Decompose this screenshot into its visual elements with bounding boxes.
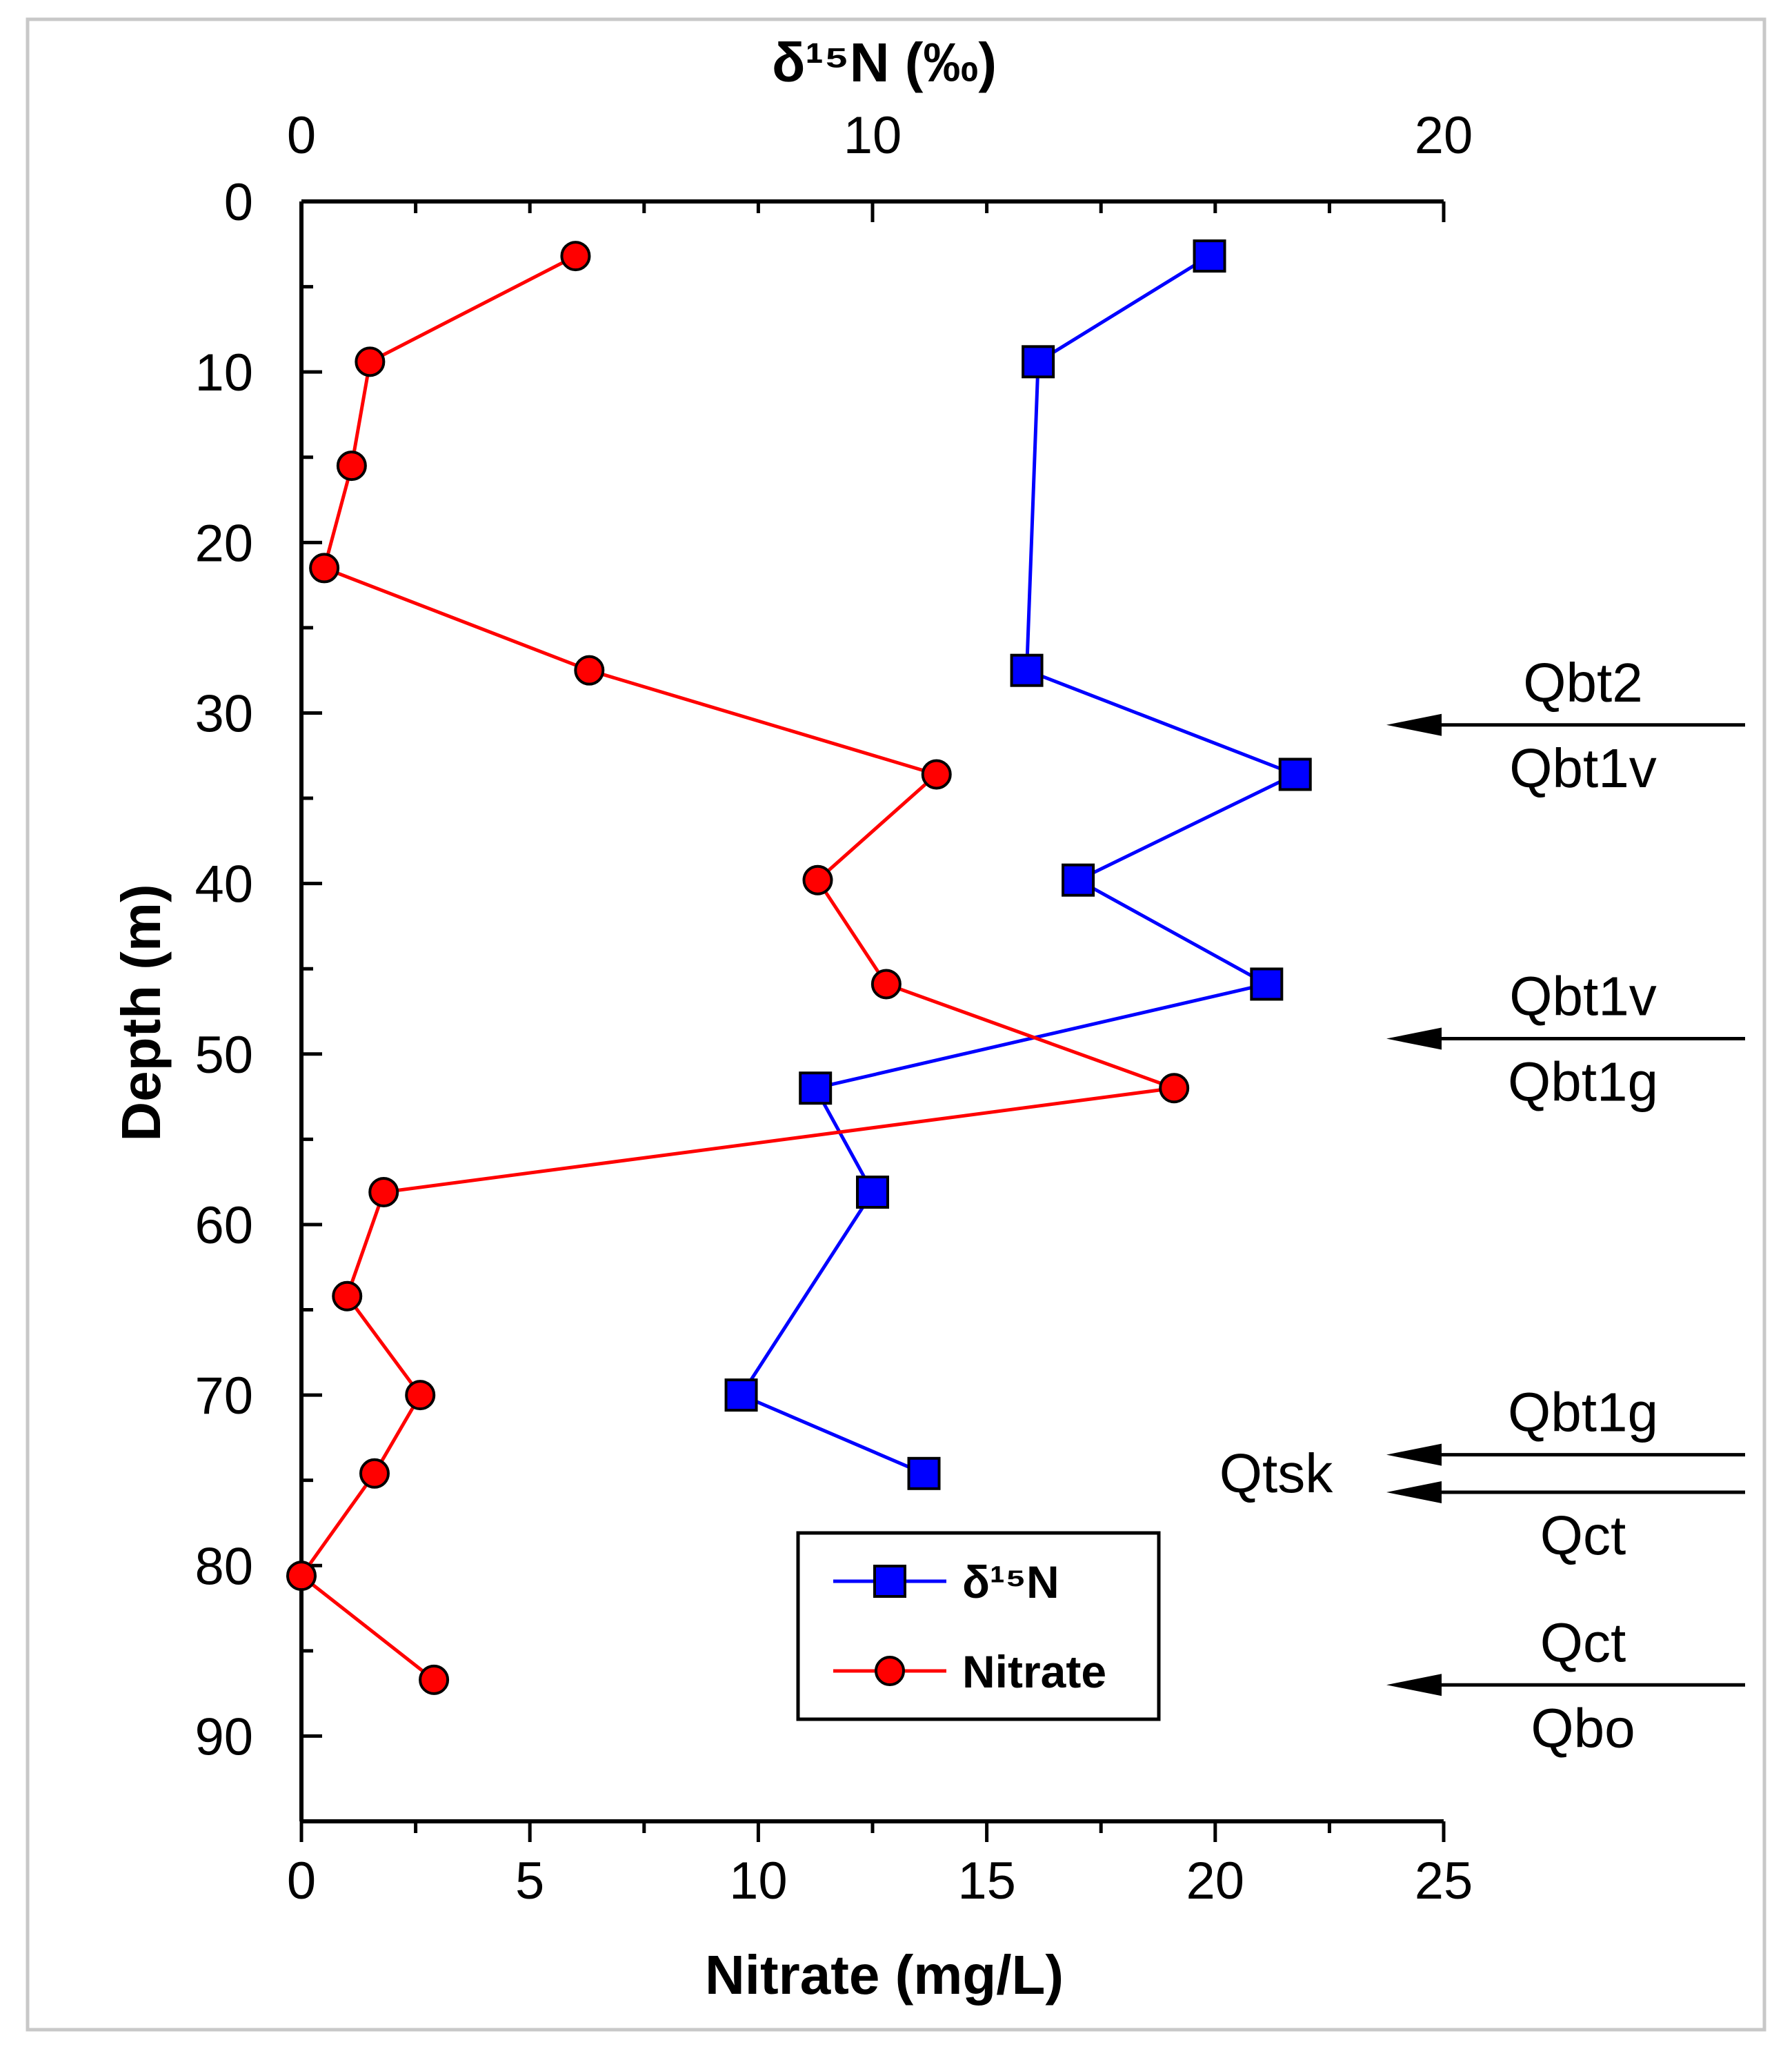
nitrate-point [574,655,605,686]
boundary-arrow [1386,1481,1442,1503]
boundary-lower-label: Qbt1g [1508,1051,1658,1113]
nitrate-point [870,969,902,1000]
boundary-upper-label: Qbt1v [1509,966,1656,1027]
boundary-arrow [1386,1674,1442,1696]
delta15n-point [856,1175,889,1209]
nitrate-point [332,1280,363,1311]
boundary-arrow [1386,1443,1442,1466]
delta15n-point [1250,967,1284,1001]
left-tick-label: 50 [195,1026,253,1085]
top-tick-label: 0 [287,106,316,165]
nitrate-point [336,451,367,482]
nitrate-point [405,1380,436,1411]
left-tick-label: 80 [195,1537,253,1596]
boundary-upper-label: Qct [1540,1612,1626,1673]
left-tick-label: 90 [195,1708,253,1766]
bottom-tick-label: 5 [515,1852,544,1910]
boundary-arrow [1386,1027,1442,1050]
left-tick-label: 20 [195,514,253,573]
nitrate-point [1159,1073,1190,1104]
boundary-arrow [1386,713,1442,736]
legend-label-nitrate: Nitrate [962,1646,1106,1697]
left-tick-label: 40 [195,855,253,914]
bottom-tick-label: 25 [1415,1852,1473,1910]
legend-marker-delta15n [873,1565,906,1598]
top-tick-label: 20 [1415,106,1473,165]
nitrate-point [355,346,386,377]
bottom-axis-title: Nitrate (mg/L) [705,1944,1064,2006]
boundary-lower-label: Qct [1540,1505,1626,1566]
legend-marker-nitrate [875,1656,905,1686]
bottom-tick-label: 0 [287,1852,316,1910]
annotations-layer: Qbt2 Qbt1v Qbt1v Qbt1g Qbt1g Qct Qct Qbo Qtsk [1219,652,1745,1759]
delta15n-point [1022,345,1055,379]
delta15n-point [907,1456,941,1490]
left-tick-label: 70 [195,1367,253,1425]
legend-box [796,1531,1161,1721]
bottom-tick-label: 15 [957,1852,1016,1910]
nitrate-point [286,1561,317,1592]
left-axis-title: Depth (m) [110,884,172,1141]
boundary-lower-label: Qbo [1531,1697,1635,1759]
side-formation-label: Qtsk [1219,1443,1333,1504]
axes-layer: 0 5 10 15 20 25 0 10 20 0 10 20 30 40 50 60 70 80 90 [195,106,1473,1910]
delta15n-series-line [738,254,1300,1476]
left-tick-label: 10 [195,344,253,402]
nitrate-point [359,1458,390,1489]
nitrate-point [419,1664,450,1695]
nitrate-point [921,759,952,790]
boundary-upper-label: Qbt2 [1523,652,1642,713]
series-layer [286,239,1312,1695]
delta15n-point [1010,653,1044,687]
boundary-lower-label: Qbt1v [1509,738,1656,799]
nitrate-point [560,241,591,272]
legend-label-delta15n: δ¹⁵N [962,1556,1059,1607]
delta15n-point [1062,863,1095,897]
legend: δ¹⁵N Nitrate [796,1531,1161,1721]
nitrate-point [368,1176,399,1207]
left-tick-label: 30 [195,684,253,743]
bottom-tick-label: 10 [729,1852,788,1910]
bottom-tick-label: 20 [1186,1852,1245,1910]
delta15n-point [799,1071,833,1105]
delta15n-point [1278,758,1312,791]
top-tick-label: 10 [844,106,902,165]
delta15n-point [724,1378,758,1412]
delta15n-point [1193,239,1226,273]
nitrate-point [802,864,833,895]
figure-frame [26,17,1766,2032]
left-tick-label: 0 [224,173,253,232]
left-tick-label: 60 [195,1196,253,1255]
top-axis-title: δ¹⁵N (‰) [772,32,997,93]
boundary-upper-label: Qbt1g [1508,1382,1658,1443]
nitrate-point [309,553,340,584]
